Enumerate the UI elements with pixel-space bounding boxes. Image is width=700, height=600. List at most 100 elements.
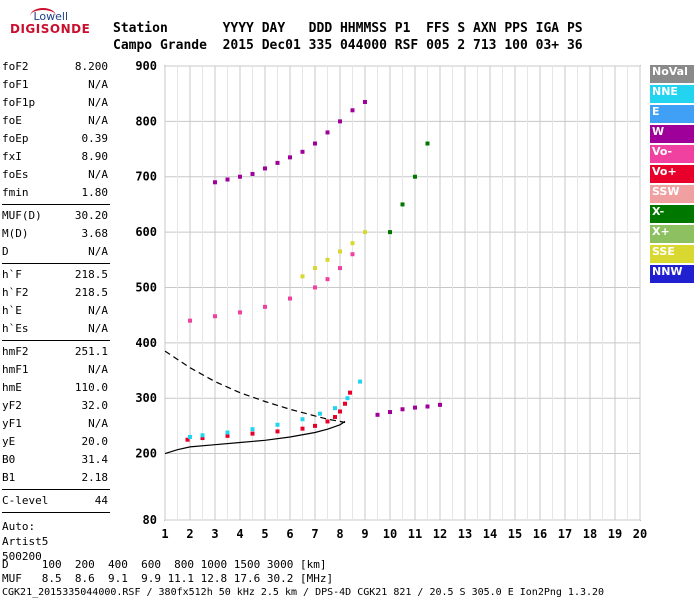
param-value: N/A [88,304,108,317]
echo-point [263,166,267,171]
autoscaling-info: Auto: Artist5 500200 [2,519,110,564]
param-value: N/A [88,417,108,430]
echo-point [313,266,317,271]
x-tick-label: 14 [483,527,497,541]
param-row: foEp 0.39 [2,130,110,148]
echo-point [388,230,392,235]
echo-point [238,174,242,179]
header-row-values: Campo Grande 2015 Dec01 335 044000 RSF 0… [113,38,583,53]
x-tick-label: 8 [336,527,343,541]
echo-point [200,433,205,438]
param-name: fxI [2,150,22,163]
x-tick-label: 6 [286,527,293,541]
echo-point [275,160,280,165]
param-row: hmE 110.0 [2,379,110,397]
legend-entry-x: X- [650,205,694,223]
auto-line: Auto: [2,520,36,533]
param-group-4: hmF2 251.1 hmF1 N/A hmE 110.0 yF2 32.0 yF1 N/A yE 2… [2,343,110,487]
lowell-logo: Lowell DIGISONDE [6,6,90,42]
param-row: fmin 1.80 [2,184,110,202]
echo-point [413,405,417,410]
echo-point [225,433,230,438]
param-name: foEp [2,132,29,145]
legend-entry-nnw: NNW [650,265,694,283]
param-value: 251.1 [74,345,108,358]
param-name: hmF2 [2,345,29,358]
profile-curves [164,350,346,455]
echo-point [325,130,330,135]
echo-point [313,423,317,428]
distance-row: D 100 200 400 600 800 1000 1500 3000 [km… [2,558,327,571]
echo-point [338,119,342,124]
echo-point [213,180,217,185]
echo-point [338,409,342,414]
param-value: 20.0 [81,435,109,448]
echo-point [425,141,430,146]
echo-point [185,437,190,442]
param-name: foE [2,114,22,127]
echo-point [238,310,242,315]
y-tick-label: 500 [135,280,157,294]
y-tick-label: 200 [135,447,157,461]
true-height-profile [164,420,346,455]
x-tick-label: 5 [261,527,268,541]
echo-point [375,412,380,417]
echo-point [345,396,350,401]
param-row: yE 20.0 [2,433,110,451]
param-divider [2,263,110,264]
param-divider [2,512,110,513]
y-tick-label: 700 [135,170,157,184]
param-name: yF2 [2,399,22,412]
param-row: foF1p N/A [2,94,110,112]
param-row: h`F 218.5 [2,266,110,284]
auto-line: Artist5 [2,535,49,548]
param-row: yF2 32.0 [2,397,110,415]
param-name: fmin [2,186,29,199]
param-row: h`Es N/A [2,320,110,338]
logo-swoosh-icon [30,8,56,24]
param-name: yF1 [2,417,22,430]
y-tick-label: 900 [135,59,157,73]
param-value: N/A [88,363,108,376]
echo-point [200,436,205,441]
echo-point [363,99,367,104]
param-divider [2,489,110,490]
x-tick-label: 11 [408,527,422,541]
echo-point [325,277,330,282]
echo-point [388,410,392,415]
param-value: 218.5 [74,286,108,299]
param-group-2: MUF(D) 30.20 M(D) 3.68 D N/A [2,207,110,261]
x-tick-label: 7 [311,527,318,541]
echo-point [333,415,337,420]
param-value: N/A [88,168,108,181]
echo-points [185,99,442,442]
param-row: foEs N/A [2,166,110,184]
param-value: N/A [88,322,108,335]
echo-point [288,155,292,160]
param-name: B1 [2,471,16,484]
polarization-legend: NoVal NNE E W Vo- Vo+ SSW X- X+ SSE NNW [650,65,694,285]
echo-point [350,241,355,246]
param-name: C-level [2,494,49,507]
param-group-5: C-level 44 [2,492,110,510]
param-name: MUF(D) [2,209,42,222]
param-name: yE [2,435,16,448]
legend-entry-nne: NNE [650,85,694,103]
echo-point [425,404,430,409]
param-name: foEs [2,168,29,181]
param-name: h`F [2,268,22,281]
echo-point [333,406,337,411]
param-value: 32.0 [81,399,109,412]
legend-entry-noval: NoVal [650,65,694,83]
legend-entry-ssw: SSW [650,185,694,203]
auto-line: 500200 [2,550,42,563]
param-divider [2,340,110,341]
echo-point [250,171,255,176]
echo-point [413,174,417,179]
x-tick-label: 20 [633,527,647,541]
param-name: foF1 [2,78,29,91]
echo-point [275,429,280,434]
file-info-line: CGK21_2015335044000.RSF / 380fx512h 50 k… [2,587,605,598]
echo-point [350,252,355,257]
